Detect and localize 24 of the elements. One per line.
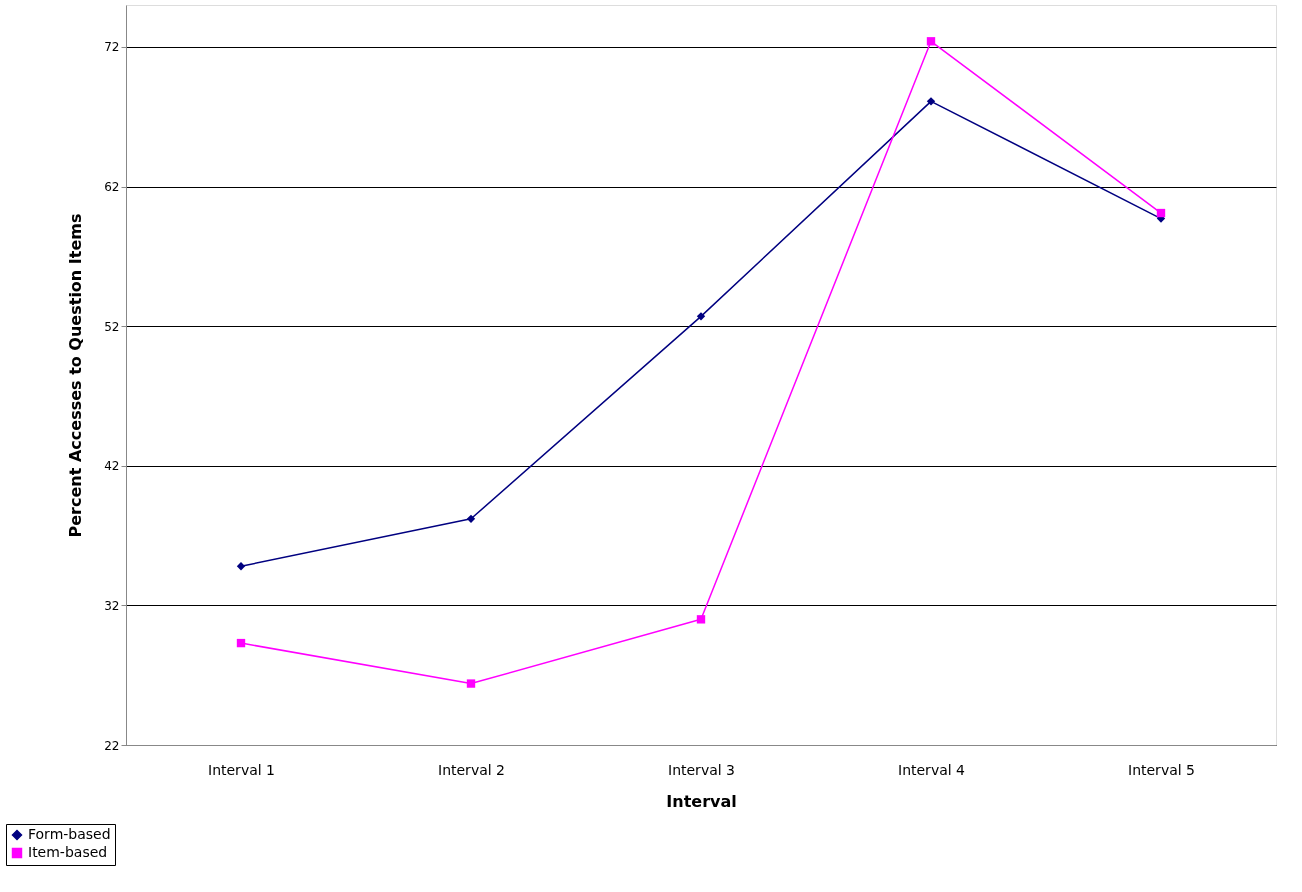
legend-label: Item-based [28,844,108,860]
x-tick-label: Interval 4 [898,761,966,778]
x-tick-label: Interval 1 [208,761,275,778]
y-tick-label: 42 [104,459,120,474]
point [236,562,246,571]
x-tick-label: Interval 5 [1128,761,1195,778]
legend-label: Form-based [28,826,111,842]
x-axis-title: Interval [666,791,737,811]
y-tick-label: 62 [104,180,120,195]
y-tick-label: 32 [104,598,120,613]
y-tick-label: 72 [104,40,120,55]
y-axis-title: Percent Accesses to Question Items [66,213,86,538]
point [696,615,706,624]
point [466,514,476,523]
y-tick-label: 22 [104,738,120,753]
point [696,312,706,321]
x-tick-label: Interval 2 [438,761,505,778]
point [466,679,476,688]
point [236,638,246,648]
point [926,37,936,46]
x-tick-label: Interval 3 [668,761,735,778]
point [1156,208,1166,218]
point [926,97,936,106]
y-tick-label: 52 [104,319,120,334]
